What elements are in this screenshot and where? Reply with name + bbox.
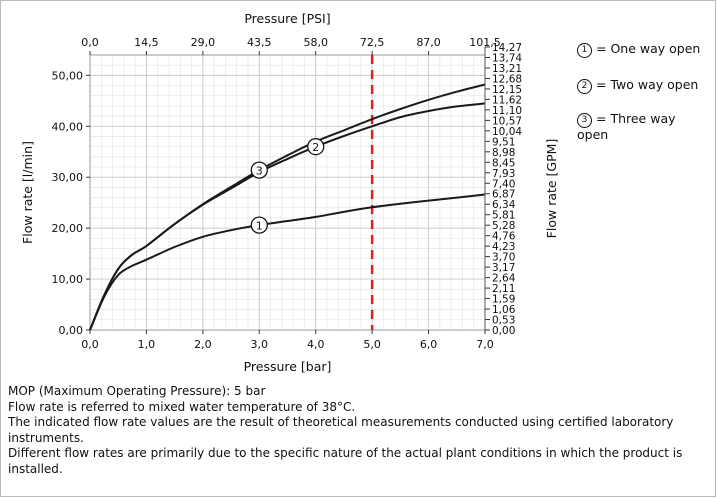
note-plant-conditions: Different flow rates are primarily due t… [8, 446, 683, 476]
right-tick-label: 13,74 [492, 52, 522, 64]
legend-text-2: = Two way open [596, 77, 699, 92]
right-tick-label: 2,64 [492, 273, 516, 285]
right-tick-label: 3,70 [492, 252, 515, 264]
right-tick-label: 12,15 [492, 84, 522, 96]
legend-item-3: 3 = Three way open [577, 112, 697, 142]
notes-block: MOP (Maximum Operating Pressure): 5 bar … [8, 384, 708, 478]
right-tick-label: 3,17 [492, 262, 515, 274]
bottom-tick-label: 1,0 [138, 338, 156, 351]
right-tick-label: 13,21 [492, 63, 522, 75]
flow-rate-chart: 1 2 3 0,0 1,0 2,0 3,0 4,0 5,0 6,0 7,0 0,0 14,5 29,0 4… [20, 11, 559, 374]
right-tick-label: 5,81 [492, 210, 515, 222]
right-tick-label: 7,93 [492, 168, 515, 180]
bottom-tick-label: 3,0 [251, 338, 269, 351]
right-tick-label: 9,51 [492, 136, 515, 148]
plot-area-border [89, 54, 486, 331]
right-tick-label: 4,76 [492, 231, 516, 243]
series-1-marker-icon: 1 [577, 43, 592, 58]
left-tick-label: 0,00 [59, 324, 84, 337]
series-1-marker-circle [250, 216, 268, 234]
axes-group: 0,0 1,0 2,0 3,0 4,0 5,0 6,0 7,0 0,0 14,5 29,0 43,5 5… [52, 36, 523, 351]
note-mop: MOP (Maximum Operating Pressure): 5 bar [8, 384, 266, 398]
series-2-marker-circle [307, 138, 325, 156]
right-tick-label: 8,98 [492, 147, 515, 159]
right-tick-label: 7,40 [492, 178, 515, 190]
bottom-tick-label: 0,0 [81, 338, 99, 351]
grid [89, 54, 486, 331]
series-2-marker-icon: 2 [577, 79, 592, 94]
top-tick-label: 0,0 [81, 36, 99, 49]
left-tick-label: 10,00 [52, 273, 84, 286]
right-tick-label: 0,00 [492, 325, 515, 337]
bottom-tick-label: 5,0 [363, 338, 381, 351]
series-3-marker-icon: 3 [577, 113, 592, 128]
left-tick-label: 50,00 [52, 69, 84, 82]
legend-text-1: = One way open [596, 41, 701, 56]
legend-text-3: = Three way open [577, 111, 676, 142]
right-tick-label: 1,59 [492, 294, 515, 306]
right-tick-label: 4,23 [492, 241, 515, 253]
right-tick-label: 8,45 [492, 157, 515, 169]
top-tick-label: 101,5 [469, 36, 501, 49]
left-tick-label: 30,00 [52, 171, 84, 184]
right-tick-label: 10,04 [492, 126, 522, 138]
top-axis-title: Pressure [PSI] [244, 11, 330, 26]
right-tick-label: 2,11 [492, 283, 515, 295]
right-tick-label: 6,34 [492, 199, 516, 211]
bottom-tick-label: 4,0 [307, 338, 325, 351]
right-tick-label: 5,28 [492, 220, 515, 232]
legend-item-2: 2 = Two way open [577, 78, 698, 94]
left-axis-title: Flow rate [l/min] [20, 141, 35, 244]
series-2-line [89, 102, 486, 331]
note-measurements: The indicated flow rate values are the r… [8, 415, 674, 445]
left-tick-label: 40,00 [52, 120, 84, 133]
bottom-tick-label: 7,0 [476, 338, 494, 351]
series-2-marker-label: 2 [312, 141, 319, 154]
right-tick-label: 12,68 [492, 73, 522, 85]
top-tick-label: 87,0 [416, 36, 441, 49]
bottom-axis-title: Pressure [bar] [244, 359, 332, 374]
top-tick-label: 29,0 [191, 36, 216, 49]
bottom-tick-label: 2,0 [194, 338, 212, 351]
right-tick-label: 11,62 [492, 94, 522, 106]
left-tick-label: 20,00 [52, 222, 84, 235]
right-axis-title: Flow rate [GPM] [544, 139, 559, 239]
bottom-tick-label: 6,0 [420, 338, 438, 351]
top-tick-label: 58,0 [303, 36, 328, 49]
series-3-marker-label: 3 [256, 165, 263, 178]
right-tick-label: 14,27 [492, 42, 522, 54]
right-tick-label: 11,10 [492, 105, 522, 117]
series-group: 1 2 3 [89, 83, 486, 331]
series-1-marker-label: 1 [256, 220, 263, 233]
top-tick-label: 14,5 [134, 36, 159, 49]
series-3-line [89, 83, 486, 331]
right-tick-label: 1,06 [492, 304, 516, 316]
note-temperature: Flow rate is referred to mixed water tem… [8, 399, 356, 414]
top-tick-label: 72,5 [360, 36, 385, 49]
legend-item-1: 1 = One way open [577, 42, 700, 58]
right-tick-label: 10,57 [492, 115, 522, 127]
top-tick-label: 43,5 [247, 36, 272, 49]
series-3-marker-circle [250, 161, 268, 179]
right-tick-label: 0,53 [492, 315, 515, 327]
right-tick-label: 6,87 [492, 189, 515, 201]
